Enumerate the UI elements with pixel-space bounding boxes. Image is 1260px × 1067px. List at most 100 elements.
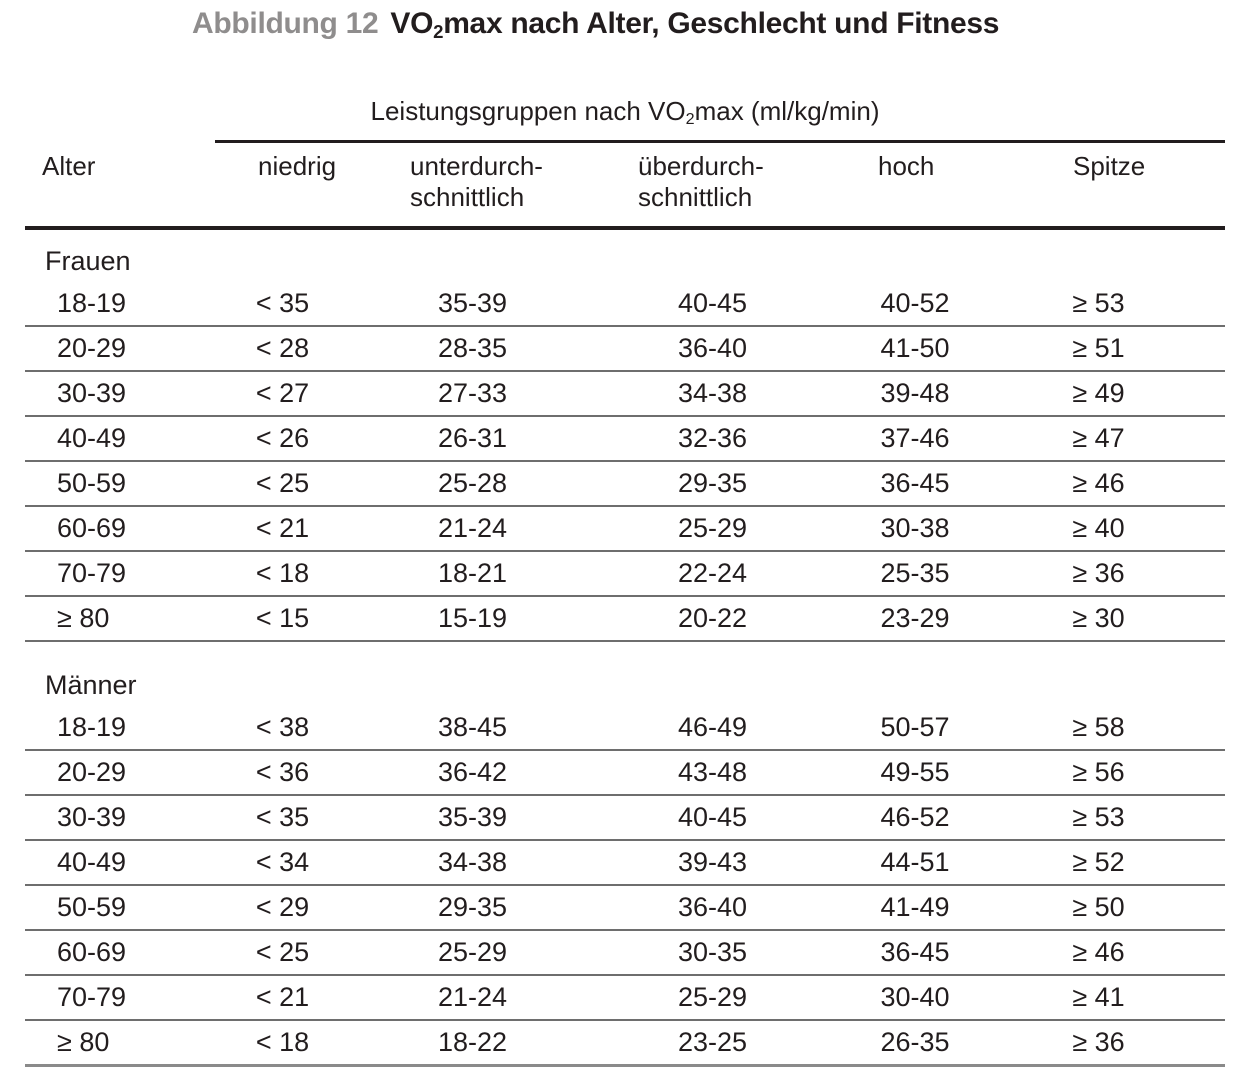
column-header-row: Alter niedrig unterdurch-schnittlich übe… — [25, 143, 1225, 230]
cell-age: ≥ 80 — [25, 1020, 215, 1067]
cell-value: 32-36 — [595, 416, 830, 462]
cell-value: ≥ 52 — [1000, 840, 1225, 886]
table-row: 20-29 < 28 28-35 36-40 41-50 ≥ 51 — [25, 326, 1225, 372]
vo2max-table-area: Leistungsgruppen nach VO2max (ml/kg/min)… — [25, 95, 1225, 1067]
cell-value: 26-35 — [830, 1020, 1000, 1067]
cell-value: ≥ 53 — [1000, 795, 1225, 841]
cell-value: 35-39 — [350, 795, 595, 841]
cell-value: < 35 — [215, 282, 350, 327]
cell-value: ≥ 30 — [1000, 596, 1225, 642]
cell-value: < 38 — [215, 706, 350, 751]
cell-value: ≥ 53 — [1000, 282, 1225, 327]
table-row: ≥ 80 < 18 18-22 23-25 26-35 ≥ 36 — [25, 1020, 1225, 1067]
cell-value: < 25 — [215, 930, 350, 976]
cell-value: 29-35 — [595, 461, 830, 507]
cell-value: < 28 — [215, 326, 350, 372]
table-row: 60-69 < 25 25-29 30-35 36-45 ≥ 46 — [25, 930, 1225, 976]
cell-value: 43-48 — [595, 750, 830, 796]
cell-value: < 35 — [215, 795, 350, 841]
cell-value: ≥ 36 — [1000, 551, 1225, 597]
cell-value: 50-57 — [830, 706, 1000, 751]
cell-value: 39-43 — [595, 840, 830, 886]
cell-value: ≥ 58 — [1000, 706, 1225, 751]
table-row: 70-79 < 18 18-21 22-24 25-35 ≥ 36 — [25, 551, 1225, 597]
cell-value: 38-45 — [350, 706, 595, 751]
cell-value: 23-29 — [830, 596, 1000, 642]
group-underline-rule — [215, 140, 1225, 143]
figure-title-text: VO2max nach Alter, Geschlecht und Fitnes… — [390, 7, 1000, 42]
cell-value: 29-35 — [350, 885, 595, 931]
cell-value: 36-40 — [595, 885, 830, 931]
cell-value: < 34 — [215, 840, 350, 886]
cell-age: 60-69 — [25, 506, 215, 552]
cell-value: 36-45 — [830, 461, 1000, 507]
cell-value: 25-29 — [595, 975, 830, 1021]
cell-value: 46-49 — [595, 706, 830, 751]
cell-value: 20-22 — [595, 596, 830, 642]
cell-value: 15-19 — [350, 596, 595, 642]
cell-value: 30-35 — [595, 930, 830, 976]
cell-value: 40-52 — [830, 282, 1000, 327]
figure-title: Abbildung 12 VO2max nach Alter, Geschlech… — [0, 0, 1260, 45]
table-row: 60-69 < 21 21-24 25-29 30-38 ≥ 40 — [25, 506, 1225, 552]
table-row: 40-49 < 34 34-38 39-43 44-51 ≥ 52 — [25, 840, 1225, 886]
cell-age: 30-39 — [25, 795, 215, 841]
cell-value: 36-45 — [830, 930, 1000, 976]
cell-value: < 26 — [215, 416, 350, 462]
cell-value: 28-35 — [350, 326, 595, 372]
cell-value: 25-28 — [350, 461, 595, 507]
table-row: 40-49 < 26 26-31 32-36 37-46 ≥ 47 — [25, 416, 1225, 462]
cell-value: 35-39 — [350, 282, 595, 327]
cell-value: 22-24 — [595, 551, 830, 597]
cell-value: < 18 — [215, 551, 350, 597]
cell-age: 30-39 — [25, 371, 215, 417]
cell-value: 25-29 — [595, 506, 830, 552]
cell-age: 70-79 — [25, 975, 215, 1021]
cell-value: 46-52 — [830, 795, 1000, 841]
cell-value: 18-21 — [350, 551, 595, 597]
cell-value: < 21 — [215, 975, 350, 1021]
figure-label: Abbildung 12 — [192, 7, 379, 40]
cell-value: 21-24 — [350, 506, 595, 552]
cell-age: 50-59 — [25, 885, 215, 931]
cell-age: 50-59 — [25, 461, 215, 507]
section-label: Frauen — [45, 246, 131, 276]
cell-value: 25-29 — [350, 930, 595, 976]
table-row: ≥ 80 < 15 15-19 20-22 23-29 ≥ 30 — [25, 596, 1225, 642]
cell-value: 18-22 — [350, 1020, 595, 1067]
cell-value: 49-55 — [830, 750, 1000, 796]
cell-value: < 21 — [215, 506, 350, 552]
cell-value: 36-40 — [595, 326, 830, 372]
cell-value: ≥ 41 — [1000, 975, 1225, 1021]
cell-age: 20-29 — [25, 750, 215, 796]
cell-value: 41-50 — [830, 326, 1000, 372]
col-header-hoch: hoch — [830, 143, 1000, 230]
cell-value: 30-38 — [830, 506, 1000, 552]
cell-value: 41-49 — [830, 885, 1000, 931]
cell-age: 18-19 — [25, 706, 215, 751]
col-header-niedrig: niedrig — [215, 143, 350, 230]
cell-value: < 36 — [215, 750, 350, 796]
subscript-2: 2 — [685, 110, 695, 129]
cell-value: 23-25 — [595, 1020, 830, 1067]
cell-value: ≥ 56 — [1000, 750, 1225, 796]
cell-value: 37-46 — [830, 416, 1000, 462]
table-row: 50-59 < 29 29-35 36-40 41-49 ≥ 50 — [25, 885, 1225, 931]
vo2max-table: Alter niedrig unterdurch-schnittlich übe… — [25, 143, 1225, 1067]
cell-value: 21-24 — [350, 975, 595, 1021]
section-header-frauen: Frauen — [25, 228, 1225, 282]
cell-age: 40-49 — [25, 416, 215, 462]
cell-value: 44-51 — [830, 840, 1000, 886]
section-header-maenner: Männer — [25, 641, 1225, 706]
table-row: 18-19 < 38 38-45 46-49 50-57 ≥ 58 — [25, 706, 1225, 751]
cell-value: 36-42 — [350, 750, 595, 796]
col-header-unterdurchschnittlich: unterdurch-schnittlich — [350, 143, 595, 230]
table-row: 30-39 < 35 35-39 40-45 46-52 ≥ 53 — [25, 795, 1225, 841]
col-header-alter: Alter — [25, 143, 215, 230]
cell-age: ≥ 80 — [25, 596, 215, 642]
cell-value: ≥ 36 — [1000, 1020, 1225, 1067]
cell-value: < 18 — [215, 1020, 350, 1067]
cell-value: 34-38 — [350, 840, 595, 886]
table-row: 50-59 < 25 25-28 29-35 36-45 ≥ 46 — [25, 461, 1225, 507]
